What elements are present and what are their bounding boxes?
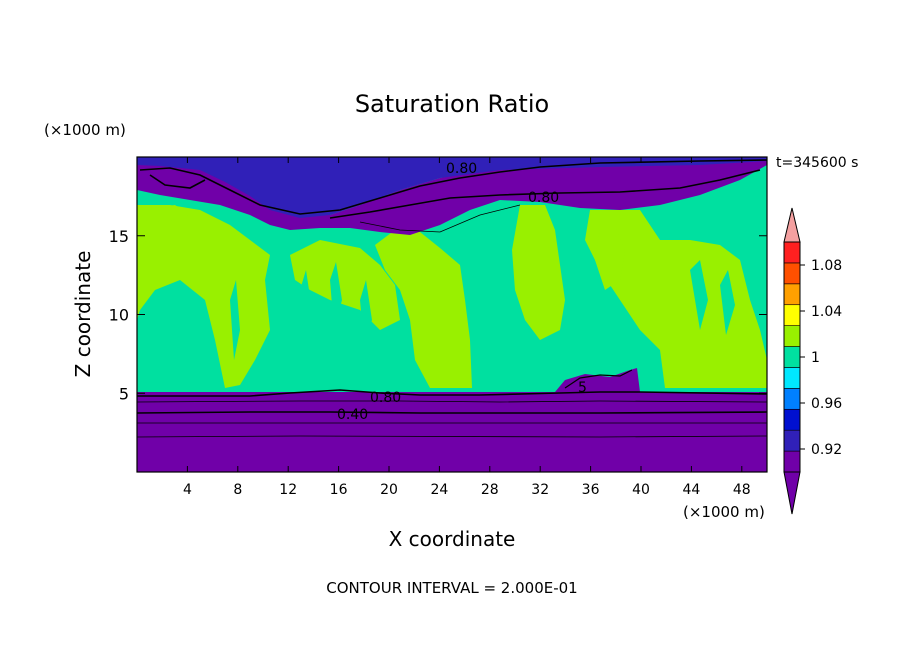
x-tick-label: 4 <box>183 482 192 498</box>
dry-bump <box>555 368 640 392</box>
contour-lines <box>137 159 767 438</box>
x-tick-label: 28 <box>481 482 499 498</box>
contour-label: 0.80 <box>370 390 401 406</box>
colorbar-swatch <box>783 325 801 347</box>
chart-title: Saturation Ratio <box>355 90 549 118</box>
x-tick-label: 36 <box>582 482 600 498</box>
x-axis-label: X coordinate <box>389 527 516 551</box>
x-axis: 4 8 12 16 20 24 28 32 36 40 44 48 <box>183 157 751 498</box>
y-axis-label: Z coordinate <box>71 251 95 378</box>
y-tick-label: 5 <box>119 384 129 403</box>
colorbar-swatch <box>783 262 801 285</box>
x-tick-label: 12 <box>279 482 297 498</box>
x-tick-label: 20 <box>380 482 398 498</box>
x-unit-label: (×1000 m) <box>683 503 765 521</box>
x-tick-label: 24 <box>430 482 448 498</box>
contour-interval-footer: CONTOUR INTERVAL = 2.000E-01 <box>326 579 577 597</box>
y-tick-label: 15 <box>109 227 129 246</box>
contour-label: 5 <box>578 380 587 396</box>
contour-label: 0.40 <box>337 407 368 423</box>
contour-label: 0.80 <box>446 161 477 177</box>
x-tick-label: 32 <box>531 482 549 498</box>
lower-dry-layer <box>137 392 767 472</box>
colorbar-swatch <box>783 388 801 410</box>
y-unit-label: (×1000 m) <box>44 121 126 139</box>
colorbar-swatch <box>783 304 801 326</box>
colorbar-tick-label: 0.92 <box>811 442 842 458</box>
x-tick-label: 48 <box>733 482 751 498</box>
colorbar-tick-label: 1.04 <box>811 304 842 320</box>
colorbar: 0.92 0.96 1 1.04 1.08 <box>783 207 842 515</box>
colorbar-swatch <box>783 450 801 473</box>
x-tick-label: 16 <box>330 482 348 498</box>
y-tick-label: 10 <box>109 306 129 325</box>
x-tick-label: 40 <box>632 482 650 498</box>
contour-label: 0.80 <box>528 190 559 206</box>
colorbar-swatch <box>783 241 801 264</box>
colorbar-tick-label: 1 <box>811 350 820 366</box>
upper-dry-cap <box>137 157 767 218</box>
colorbar-swatch <box>783 367 801 389</box>
colorbar-under-triangle <box>783 471 801 515</box>
colorbar-swatch <box>783 346 801 368</box>
colorbar-swatch <box>783 429 801 452</box>
moist-streaks <box>230 260 735 360</box>
colorbar-swatch <box>783 283 801 306</box>
colorbar-over-triangle <box>783 207 801 243</box>
colorbar-tick-label: 0.96 <box>811 396 842 412</box>
contour-labels: 0.80 0.40 0.80 0.80 5 <box>337 161 587 423</box>
colorbar-swatch <box>783 408 801 431</box>
plot-area: 0.80 0.40 0.80 0.80 5 <box>137 157 767 472</box>
colorbar-tick-label: 1.08 <box>811 258 842 274</box>
time-label: t=345600 s <box>776 155 858 171</box>
y-axis: 5 10 15 <box>109 227 767 403</box>
x-tick-label: 44 <box>682 482 700 498</box>
x-tick-label: 8 <box>233 482 242 498</box>
